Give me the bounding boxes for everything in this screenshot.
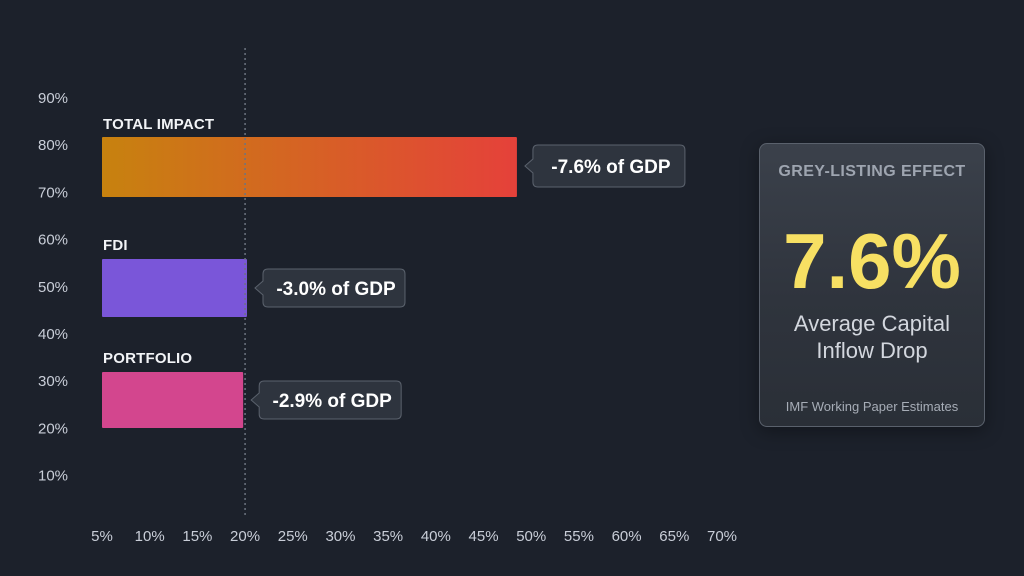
y-tick-label: 20% <box>38 420 68 437</box>
stat-card-description: Average Capital Inflow Drop <box>793 311 951 363</box>
data-callout-box <box>524 144 686 188</box>
x-tick-label: 65% <box>659 528 689 545</box>
y-tick-label: 30% <box>38 373 68 390</box>
x-tick-label: 45% <box>469 528 499 545</box>
x-tick-label: 25% <box>278 528 308 545</box>
y-tick-label: 90% <box>38 90 68 107</box>
data-callouts: -7.6% of GDP -3.0% of GDP -2.9% of GDP <box>250 144 686 420</box>
y-tick-label: 70% <box>38 184 68 201</box>
x-tick-label: 55% <box>564 528 594 545</box>
x-tick-label: 5% <box>91 528 113 545</box>
x-tick-label: 50% <box>516 528 546 545</box>
category-labels: TOTAL IMPACT FDI PORTFOLIO <box>103 116 214 367</box>
category-label: FDI <box>103 237 128 254</box>
y-axis-ticks: 90% 80% 70% 60% 50% 40% 30% 20% 10% <box>38 90 68 485</box>
y-tick-label: 40% <box>38 326 68 343</box>
x-tick-label: 10% <box>135 528 165 545</box>
y-tick-label: 80% <box>38 137 68 154</box>
x-tick-label: 20% <box>230 528 260 545</box>
stat-card-source: IMF Working Paper Estimates <box>785 399 959 414</box>
stat-card: GREY-LISTING EFFECT 7.6% Average Capital… <box>759 143 985 427</box>
y-tick-label: 50% <box>38 279 68 296</box>
x-tick-label: 35% <box>373 528 403 545</box>
data-label: -7.6% of GDP <box>551 157 671 178</box>
data-callout-box <box>254 268 406 308</box>
category-label: PORTFOLIO <box>103 350 192 367</box>
x-tick-label: 70% <box>707 528 737 545</box>
x-tick-label: 30% <box>325 528 355 545</box>
x-tick-label: 15% <box>182 528 212 545</box>
data-label: -2.9% of GDP <box>273 391 393 412</box>
stat-card-title: GREY-LISTING EFFECT <box>778 163 966 180</box>
x-tick-label: 60% <box>612 528 642 545</box>
portfolio-bar <box>102 372 244 428</box>
bars <box>102 137 517 428</box>
x-tick-label: 40% <box>421 528 451 545</box>
x-axis-ticks: 5% 10% 15% 20% 25% 30% 35% 40% 45% 50% 55% 60% 65% 70… <box>91 528 737 545</box>
category-label: TOTAL IMPACT <box>103 116 214 133</box>
y-tick-label: 10% <box>38 468 68 485</box>
data-callout-box <box>250 380 402 420</box>
fdi-bar <box>102 259 247 317</box>
y-tick-label: 60% <box>38 232 68 249</box>
total-impact-bar <box>102 137 517 197</box>
stat-card-value: 7.6% <box>783 217 961 305</box>
data-label: -3.0% of GDP <box>276 279 396 300</box>
